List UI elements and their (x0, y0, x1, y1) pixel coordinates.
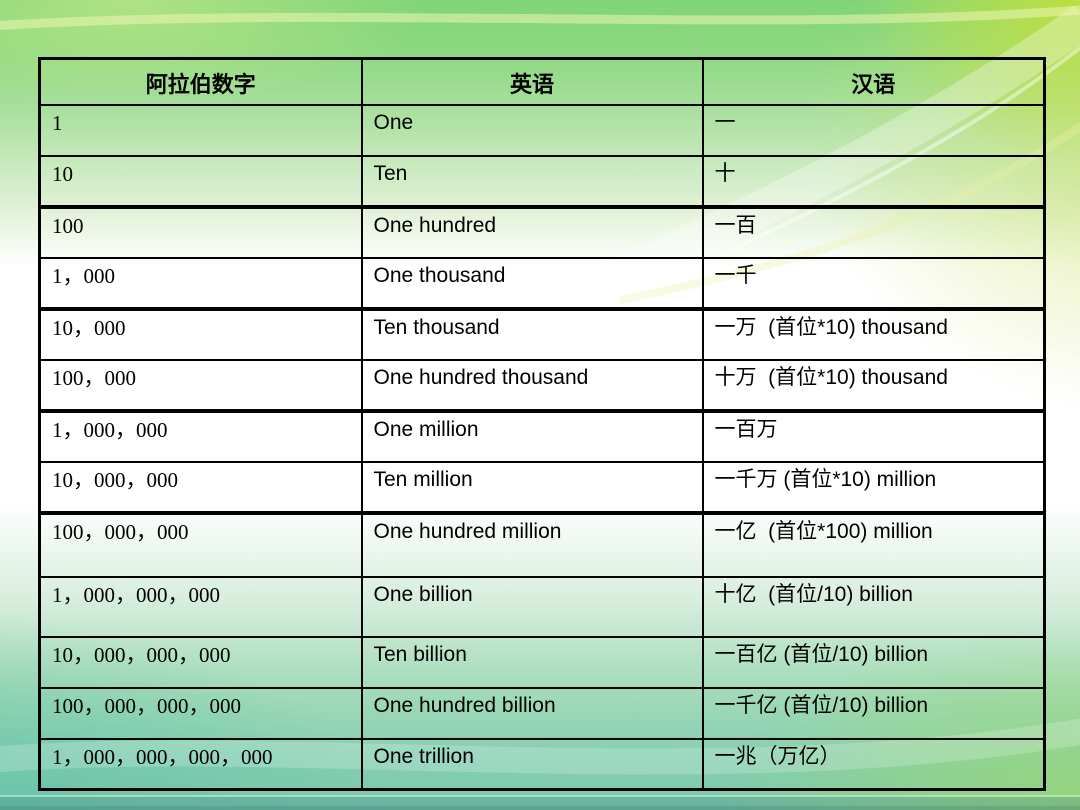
cell-chinese: 一 (701, 103, 1046, 157)
numbers-table-body: 1 One 一 10 Ten 十 100 One hundred 一百 1，00… (38, 103, 1046, 791)
cell-chinese: 一千万 (首位*10) million (701, 460, 1046, 514)
cell-chinese: 一万 (首位*10) thousand (701, 306, 1046, 361)
cell-number: 10，000，000，000 (38, 635, 363, 689)
table-row: 100，000，000，000 One hundred billion 一千亿 … (38, 686, 1046, 740)
cell-english: Ten billion (360, 635, 704, 689)
cell-chinese: 一千 (701, 256, 1046, 310)
cell-chinese: 一百万 (701, 408, 1046, 463)
cell-english: One million (360, 408, 704, 463)
cell-number: 1，000 (38, 256, 363, 310)
cell-chinese: 一兆（万亿） (701, 737, 1046, 791)
cell-number: 10 (38, 154, 363, 208)
numbers-table: 阿拉伯数字 英语 汉语 1 One 一 10 Ten 十 100 One hun… (38, 57, 1046, 791)
table-row: 100，000，000 One hundred million 一亿 (首位*1… (38, 510, 1046, 578)
table-row: 1，000，000 One million 一百万 (38, 408, 1046, 463)
cell-number: 10，000 (38, 306, 363, 361)
cell-chinese: 一千亿 (首位/10) billion (701, 686, 1046, 740)
header-row: 阿拉伯数字 英语 汉语 (38, 57, 1046, 106)
header-english: 英语 (360, 57, 704, 106)
cell-number: 10，000，000 (38, 460, 363, 514)
table-row: 100 One hundred 一百 (38, 204, 1046, 259)
cell-english: Ten (360, 154, 704, 208)
header-arabic-numerals: 阿拉伯数字 (38, 57, 363, 106)
cell-english: One hundred million (360, 510, 704, 578)
cell-chinese: 一百 (701, 204, 1046, 259)
cell-english: One (360, 103, 704, 157)
table-row: 10，000，000 Ten million 一千万 (首位*10) milli… (38, 460, 1046, 514)
table-row: 100，000 One hundred thousand 十万 (首位*10) … (38, 358, 1046, 412)
cell-chinese: 十万 (首位*10) thousand (701, 358, 1046, 412)
cell-chinese: 十 (701, 154, 1046, 208)
cell-number: 1，000，000，000 (38, 575, 363, 638)
cell-english: One hundred thousand (360, 358, 704, 412)
cell-english: One trillion (360, 737, 704, 791)
cell-number: 100，000，000，000 (38, 686, 363, 740)
table-row: 10，000，000，000 Ten billion 一百亿 (首位/10) b… (38, 635, 1046, 689)
cell-number: 100，000 (38, 358, 363, 412)
table-row: 10 Ten 十 (38, 154, 1046, 208)
cell-english: One billion (360, 575, 704, 638)
cell-english: One thousand (360, 256, 704, 310)
cell-chinese: 一亿 (首位*100) million (701, 510, 1046, 578)
cell-number: 1 (38, 103, 363, 157)
cell-english: Ten thousand (360, 306, 704, 361)
cell-number: 1，000，000 (38, 408, 363, 463)
cell-english: Ten million (360, 460, 704, 514)
header-chinese: 汉语 (701, 57, 1046, 106)
table-row: 1 One 一 (38, 103, 1046, 157)
cell-number: 100，000，000 (38, 510, 363, 578)
cell-english: One hundred (360, 204, 704, 259)
table-row: 1，000，000，000 One billion 十亿 (首位/10) bil… (38, 575, 1046, 638)
table-row: 10，000 Ten thousand 一万 (首位*10) thousand (38, 306, 1046, 361)
cell-chinese: 一百亿 (首位/10) billion (701, 635, 1046, 689)
cell-english: One hundred billion (360, 686, 704, 740)
cell-number: 100 (38, 204, 363, 259)
cell-chinese: 十亿 (首位/10) billion (701, 575, 1046, 638)
cell-number: 1，000，000，000，000 (38, 737, 363, 791)
table-row: 1，000 One thousand 一千 (38, 256, 1046, 310)
table-row: 1，000，000，000，000 One trillion 一兆（万亿） (38, 737, 1046, 791)
